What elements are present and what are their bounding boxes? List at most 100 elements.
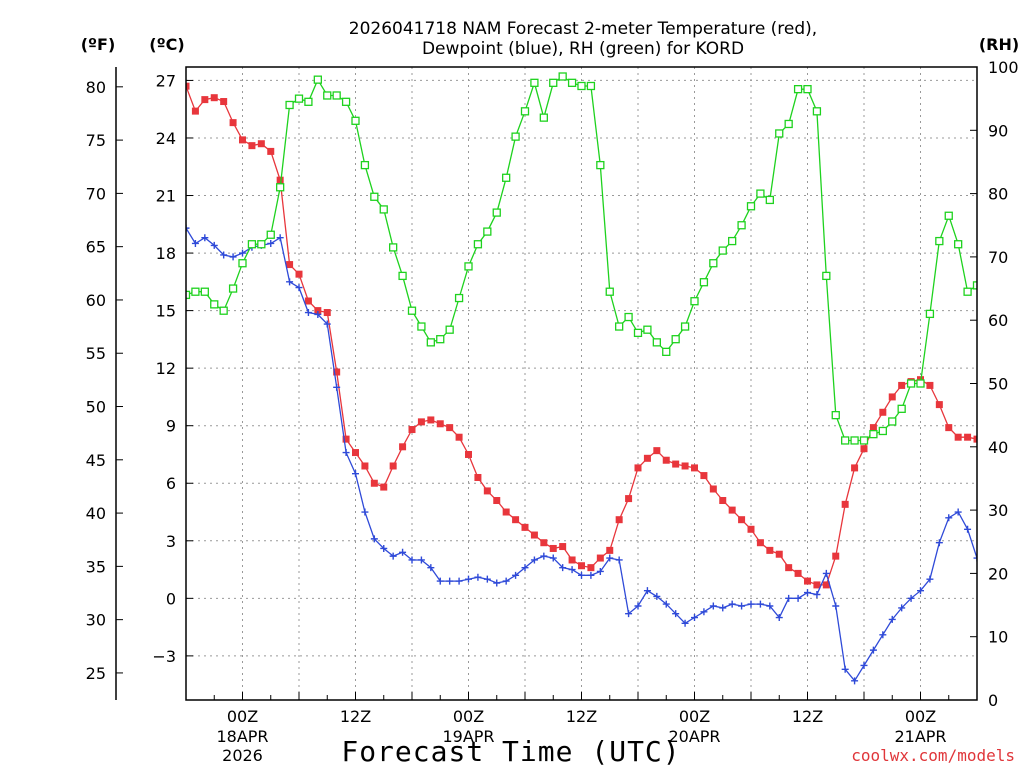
fahrenheit-unit-label: (ºF) bbox=[81, 35, 116, 54]
dewpoint-point bbox=[578, 571, 585, 579]
dewpoint-point bbox=[813, 591, 821, 598]
rh-point bbox=[389, 243, 398, 252]
dewpoint-point bbox=[267, 239, 275, 247]
rh-point bbox=[869, 429, 878, 439]
rh-point bbox=[219, 306, 228, 315]
temperature-point bbox=[323, 309, 331, 317]
rh-point bbox=[436, 335, 445, 344]
rh-point bbox=[784, 119, 793, 129]
rh-point bbox=[728, 236, 737, 246]
temperature-point bbox=[851, 464, 859, 472]
rh-point bbox=[379, 205, 388, 214]
temperature-point bbox=[945, 424, 953, 432]
temperature-point bbox=[794, 569, 802, 577]
temperature-point bbox=[512, 516, 520, 524]
x-date-label: 19APR bbox=[442, 727, 494, 746]
dewpoint-point bbox=[465, 575, 472, 583]
dewpoint-point bbox=[370, 535, 378, 543]
rh-point bbox=[699, 278, 709, 287]
rh-point bbox=[775, 129, 784, 138]
dewpoint-point bbox=[493, 579, 501, 587]
x-year-label: 2026 bbox=[222, 746, 263, 765]
dewpoint-point bbox=[446, 577, 454, 585]
temperature-point bbox=[691, 464, 698, 472]
temperature-point bbox=[380, 483, 388, 491]
rh-point bbox=[680, 322, 690, 331]
dewpoint-point bbox=[286, 278, 294, 286]
dewpoint-point bbox=[314, 310, 322, 318]
temperature-point bbox=[493, 497, 501, 505]
rh-point bbox=[492, 208, 501, 217]
dewpoint-point bbox=[822, 569, 830, 577]
temperature-point bbox=[775, 550, 783, 558]
x-tick-label: 12Z bbox=[340, 707, 371, 726]
rh-point bbox=[473, 240, 483, 249]
dewpoint-point bbox=[935, 539, 943, 547]
celsius-tick-label: 12 bbox=[156, 359, 176, 378]
celsius-tick-label: 18 bbox=[156, 244, 176, 263]
dewpoint-point bbox=[775, 614, 783, 622]
rh-point bbox=[313, 75, 322, 84]
temperature-point bbox=[578, 562, 585, 570]
fahrenheit-tick-label: 50 bbox=[86, 398, 106, 417]
dewpoint-point bbox=[474, 573, 482, 581]
temperature-point bbox=[935, 401, 943, 409]
dewpoint-point bbox=[521, 564, 529, 572]
rh-point bbox=[624, 312, 633, 322]
temperature-point bbox=[568, 556, 576, 564]
rh-point bbox=[530, 78, 539, 87]
rh-point bbox=[643, 325, 652, 334]
rh-point bbox=[652, 338, 661, 347]
fahrenheit-tick-label: 60 bbox=[86, 291, 106, 310]
rh-tick-label: 70 bbox=[988, 248, 1008, 267]
rh-point bbox=[370, 192, 379, 201]
fahrenheit-tick-label: 80 bbox=[86, 78, 106, 97]
rh-point bbox=[238, 259, 247, 268]
rh-point bbox=[878, 426, 887, 436]
rh-point bbox=[803, 85, 812, 94]
dewpoint-point bbox=[804, 589, 811, 597]
celsius-tick-label: 24 bbox=[156, 129, 176, 148]
temperature-point bbox=[869, 424, 877, 432]
rh-point bbox=[577, 81, 586, 91]
dewpoint-point bbox=[700, 608, 708, 616]
dewpoint-point bbox=[841, 665, 849, 673]
temperature-point bbox=[606, 546, 614, 554]
rh-point bbox=[445, 325, 454, 334]
source-credit: coolwx.com/models bbox=[851, 746, 1015, 765]
rh-point bbox=[841, 436, 850, 445]
temperature-point bbox=[540, 539, 548, 547]
temperature-point bbox=[719, 497, 727, 505]
x-tick-label: 00Z bbox=[679, 707, 710, 726]
temperature-point bbox=[239, 136, 246, 144]
dewpoint-point bbox=[917, 587, 924, 595]
temperature-point bbox=[559, 543, 567, 551]
temperature-point bbox=[257, 140, 265, 148]
rh-point bbox=[323, 91, 332, 100]
x-tick-label: 12Z bbox=[792, 707, 823, 726]
rh-point bbox=[294, 94, 304, 103]
rh-point bbox=[793, 85, 803, 94]
dewpoint-point bbox=[691, 614, 698, 622]
temperature-point bbox=[785, 564, 793, 572]
rh-point bbox=[662, 347, 671, 357]
rh-point bbox=[549, 78, 558, 87]
temperature-point bbox=[728, 506, 736, 514]
rh-point bbox=[596, 160, 605, 170]
dewpoint-point bbox=[738, 602, 746, 610]
temperature-point bbox=[229, 119, 237, 127]
dewpoint-point bbox=[220, 251, 228, 259]
temperature-point bbox=[709, 485, 717, 493]
dewpoint-point bbox=[606, 554, 614, 562]
rh-point bbox=[210, 300, 219, 309]
dewpoint-point bbox=[191, 239, 199, 247]
dewpoint-point bbox=[653, 592, 661, 600]
dewpoint-point bbox=[672, 610, 680, 618]
temperature-point bbox=[352, 449, 359, 457]
dewpoint-point bbox=[747, 600, 755, 608]
rh-point bbox=[464, 262, 473, 271]
temperature-point bbox=[888, 393, 896, 401]
rh-point bbox=[247, 240, 257, 249]
temperature-point bbox=[898, 381, 906, 389]
